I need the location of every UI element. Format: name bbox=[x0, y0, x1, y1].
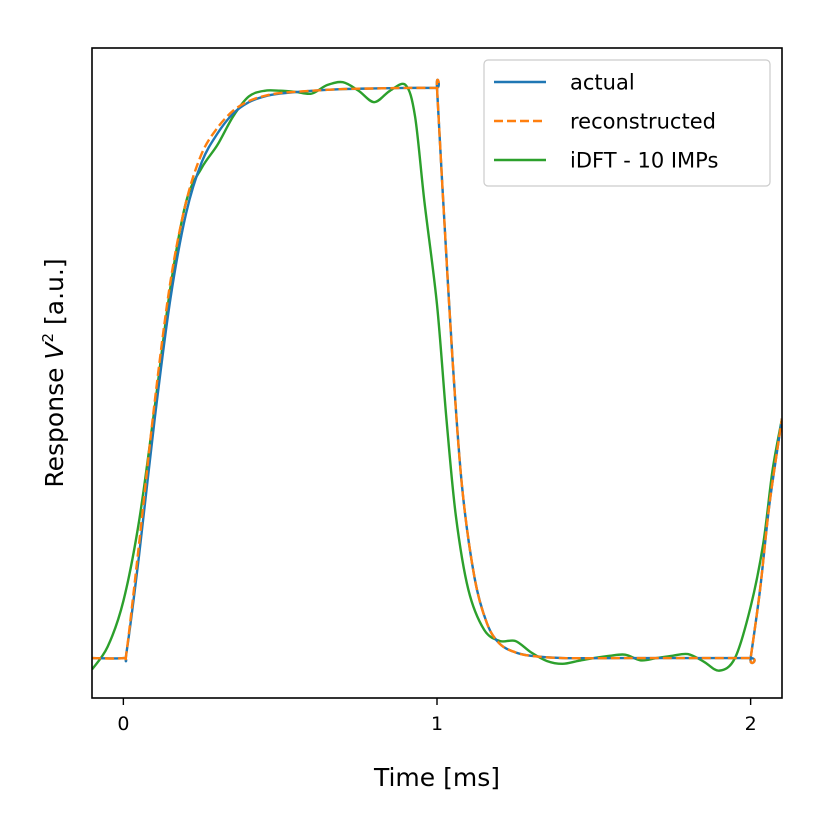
y-axis-label-suffix: [a.u.] bbox=[40, 258, 69, 333]
series-line-1 bbox=[92, 78, 782, 665]
x-axis: 0 1 2 bbox=[117, 698, 757, 735]
legend-label-0: actual bbox=[570, 71, 635, 95]
legend-box bbox=[483, 59, 771, 187]
x-tick-label-1: 1 bbox=[431, 713, 443, 735]
x-tick-label-0: 0 bbox=[117, 713, 129, 735]
legend-label-1: reconstructed bbox=[570, 110, 716, 134]
legend-items: actual reconstructed iDFT - 10 IMPs bbox=[494, 71, 718, 173]
legend: actual reconstructed iDFT - 10 IMPs bbox=[483, 59, 771, 187]
x-tick-label-2: 2 bbox=[745, 713, 757, 735]
y-axis-label-prefix: Response bbox=[40, 360, 69, 488]
legend-label-2: iDFT - 10 IMPs bbox=[570, 149, 718, 173]
y-axis-label-superscript: 2 bbox=[39, 333, 57, 343]
y-axis-label: Response V2 [a.u.] bbox=[39, 258, 69, 487]
y-axis-label-variable: V bbox=[40, 341, 69, 360]
series-line-2 bbox=[92, 80, 782, 672]
x-axis-label: Time [ms] bbox=[373, 763, 500, 792]
series-layer bbox=[92, 78, 782, 672]
